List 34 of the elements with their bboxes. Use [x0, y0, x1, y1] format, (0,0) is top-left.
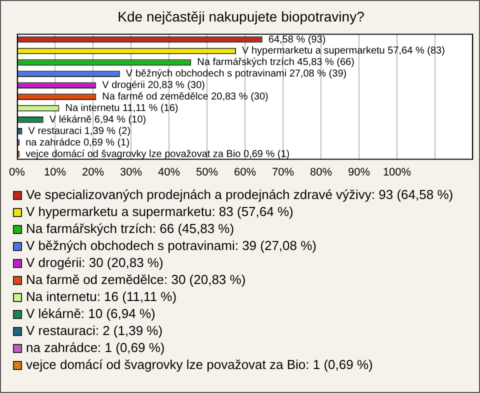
data-label: V běžných obchodech s potravinami 27,08 % (39) — [126, 68, 347, 80]
legend-label: V restauraci: 2 (1,39 %) — [26, 323, 163, 338]
legend-label: vejce domácí od švagrovky lze považovat za Bio: 1 (0,69 %) — [26, 357, 373, 372]
data-label: 64,58 % (93) — [268, 34, 326, 46]
legend-label: na zahrádce: 1 (0,69 %) — [26, 340, 165, 356]
legend-label: V hypermarketu a supermarketu: 83 (57,64 %) — [26, 204, 294, 220]
data-label: Na internetu 11,11 % (16) — [65, 103, 178, 114]
legend-label: Na farmě od zemědělce: 30 (20,83 %) — [26, 272, 246, 288]
x-tick-label: 20% — [82, 166, 104, 178]
legend-label: V běžných obchodech s potravinami: 39 (27,08 %) — [26, 238, 317, 254]
x-tick-label: 100% — [382, 166, 412, 178]
x-tick-label: 60% — [234, 166, 256, 178]
data-label: V restauraci 1,39 % (2) — [28, 126, 131, 137]
data-label: V hypermarketu a supermarketu 57,64 % (83) — [242, 46, 445, 57]
data-label: V drogérii 20,83 % (30) — [102, 80, 205, 92]
x-tick-label: 50% — [196, 166, 218, 178]
legend-label: Na internetu: 16 (11,11 %) — [26, 289, 177, 304]
chart-title: Kde nejčastěji nakupujete biopotraviny? — [118, 8, 365, 24]
data-label: na zahrádce 0,69 % (1) — [26, 137, 130, 148]
x-tick-label: 30% — [120, 166, 142, 178]
data-label: Na farmě od zemědělce 20,83 % (30) — [102, 92, 268, 103]
x-tick-label: 80% — [310, 166, 332, 178]
legend-label: V drogérii: 30 (20,83 %) — [26, 255, 164, 270]
x-tick-label: 10% — [44, 166, 66, 178]
legend-label: Ve specializovaných prodejnách a prodejnách zdravé výživy: 93 (64,58 %) — [26, 187, 454, 202]
data-label: vejce domácí od švagrovky lze považovat za Bio 0,69 % (1) — [26, 148, 290, 160]
data-label: V lékárně 6,94 % (10) — [49, 114, 146, 126]
legend-label: Na farmářských trzích: 66 (45,83 %) — [26, 221, 234, 236]
x-tick-label: 90% — [348, 166, 370, 178]
x-tick-label: 40% — [158, 166, 180, 178]
x-tick-label: 0% — [9, 166, 26, 178]
legend-label: V lékárně: 10 (6,94 %) — [26, 306, 156, 322]
x-tick-label: 70% — [272, 166, 294, 178]
data-label: Na farmářských trzích 45,83 % (66) — [197, 57, 354, 68]
